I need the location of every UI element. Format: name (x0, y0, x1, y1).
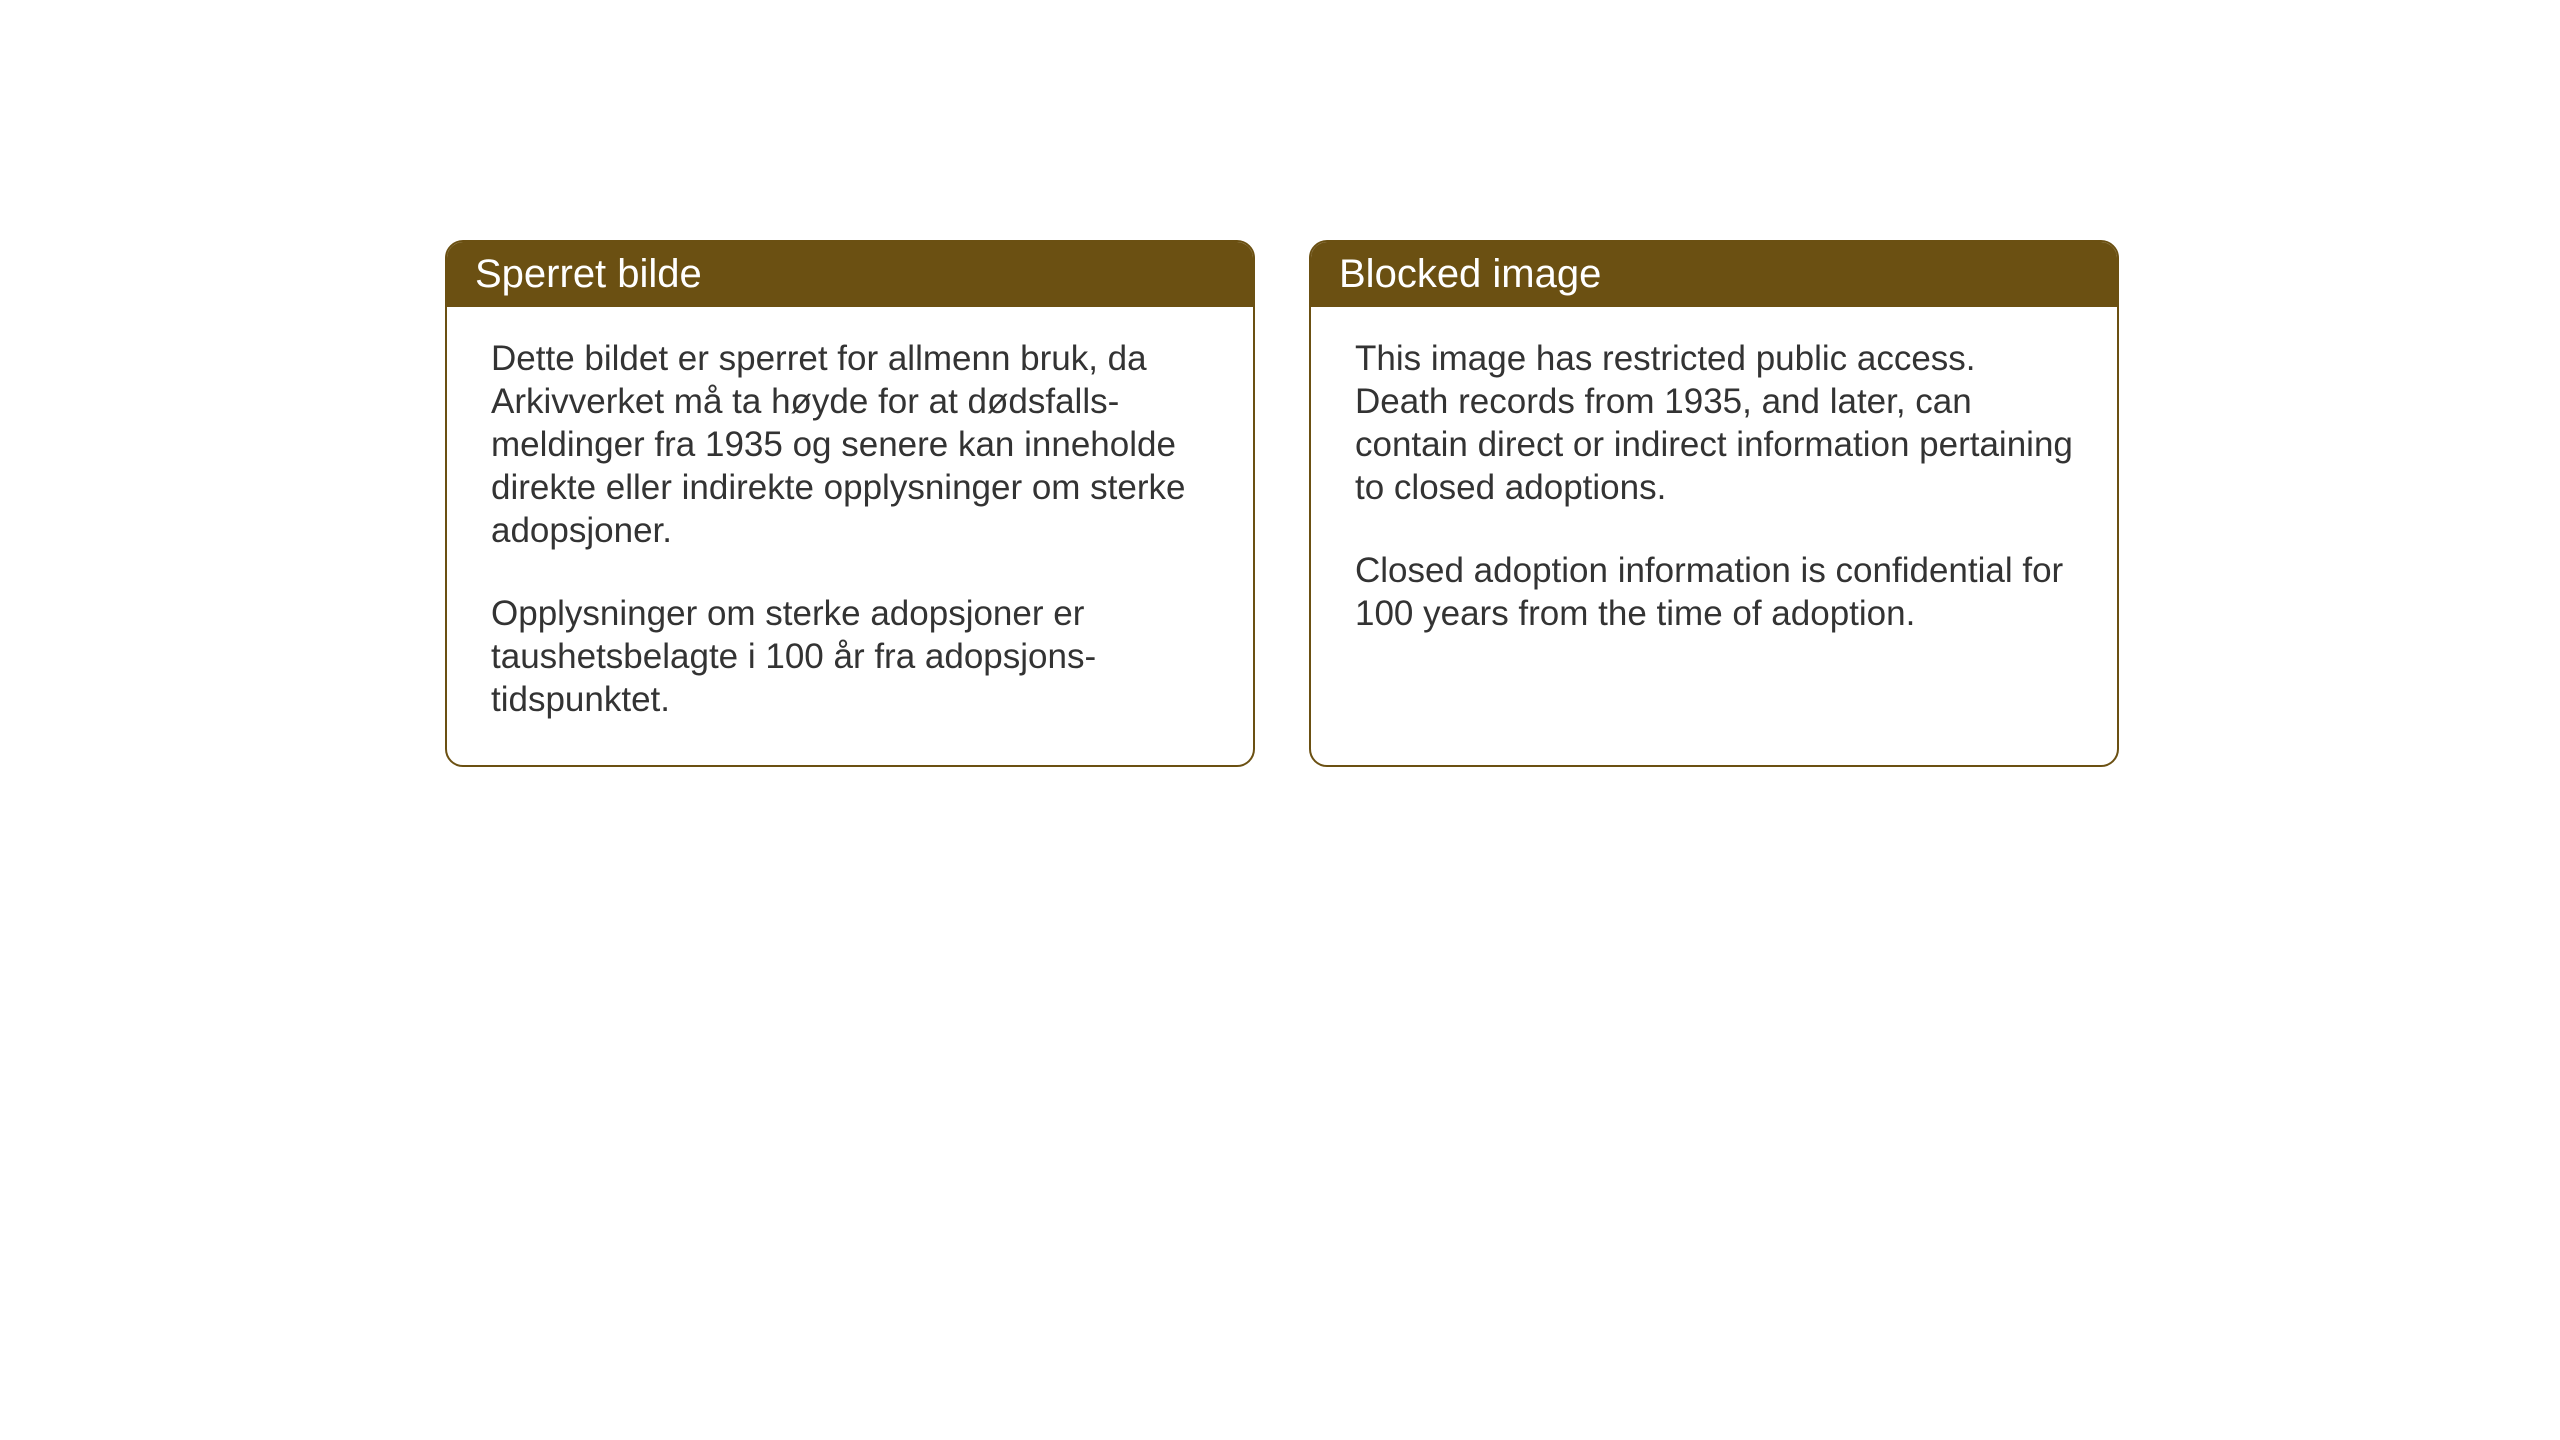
notice-paragraph-1-english: This image has restricted public access.… (1355, 337, 2073, 509)
notice-card-english: Blocked image This image has restricted … (1309, 240, 2119, 767)
notice-body-english: This image has restricted public access.… (1311, 307, 2117, 727)
notice-title-norwegian: Sperret bilde (475, 252, 702, 296)
notice-card-norwegian: Sperret bilde Dette bildet er sperret fo… (445, 240, 1255, 767)
notice-body-norwegian: Dette bildet er sperret for allmenn bruk… (447, 307, 1253, 765)
notice-header-english: Blocked image (1311, 242, 2117, 307)
notice-title-english: Blocked image (1339, 252, 1601, 296)
notice-paragraph-2-norwegian: Opplysninger om sterke adopsjoner er tau… (491, 592, 1209, 721)
notice-paragraph-1-norwegian: Dette bildet er sperret for allmenn bruk… (491, 337, 1209, 552)
notice-container: Sperret bilde Dette bildet er sperret fo… (445, 240, 2119, 767)
notice-paragraph-2-english: Closed adoption information is confident… (1355, 549, 2073, 635)
notice-header-norwegian: Sperret bilde (447, 242, 1253, 307)
